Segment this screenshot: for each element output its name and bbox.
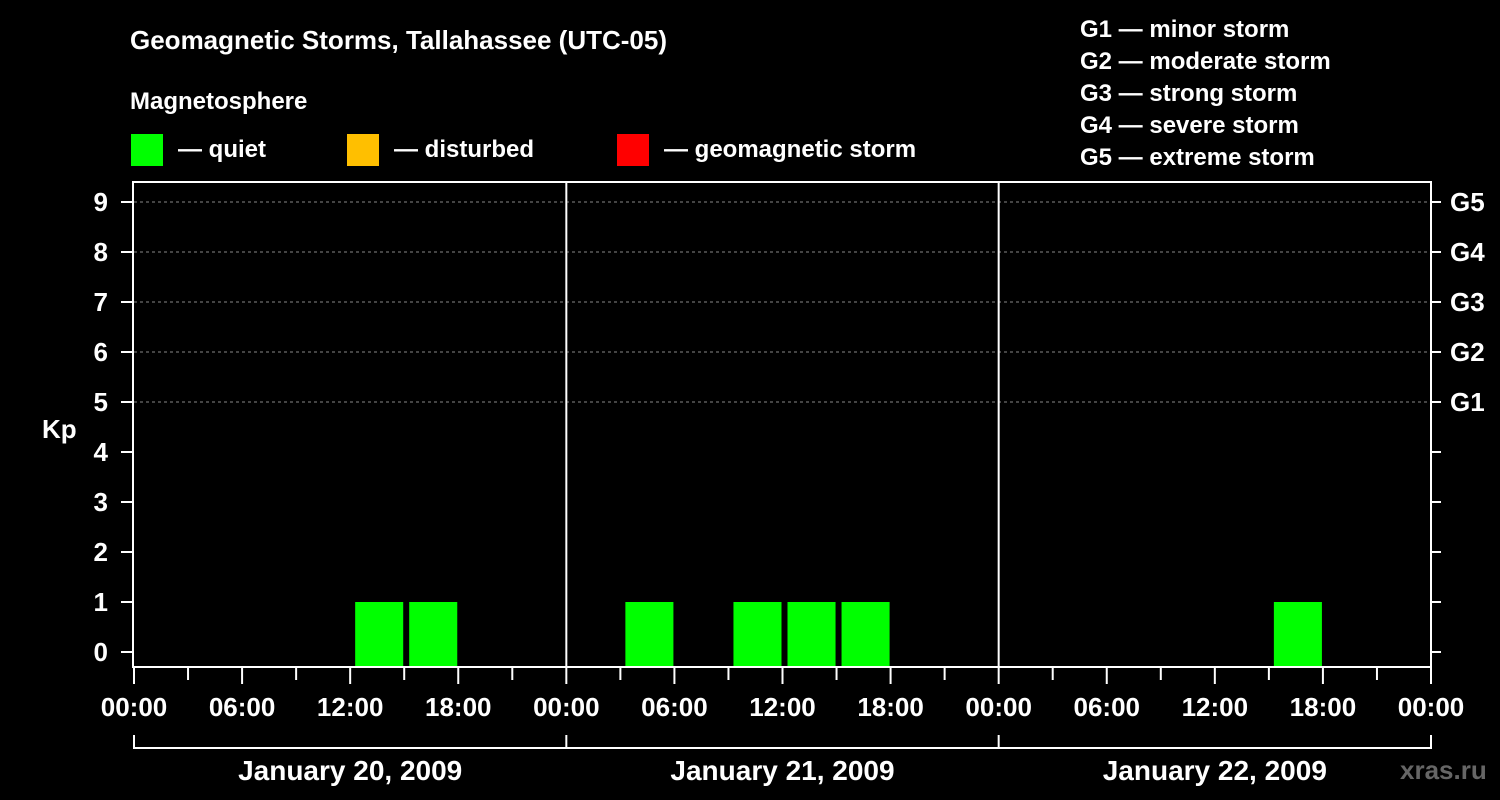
x-tick-label-6: 12:00 [749,692,816,722]
x-tick-label-12: 00:00 [1398,692,1465,722]
bar-4 [787,602,836,667]
y-tick-label-6: 6 [94,337,108,367]
y-tick-label-2: 2 [94,537,108,567]
x-tick-label-4: 00:00 [533,692,600,722]
x-tick-label-1: 06:00 [209,692,276,722]
bar-2 [625,602,674,667]
bar-6 [1273,602,1322,667]
y-tick-label-7: 7 [94,287,108,317]
storm-scale-item-g3: G3 — strong storm [1080,80,1297,107]
storm-scale-item-g1: G1 — minor storm [1080,16,1289,43]
g-level-axis: G1 G2 G3 G4 G5 [1431,187,1485,653]
legend-title: Magnetosphere [130,88,307,115]
g-label-g1: G1 [1450,387,1485,417]
day-label-0: January 20, 2009 [238,755,462,786]
y-tick-label-0: 0 [94,637,108,667]
x-tick-label-2: 12:00 [317,692,384,722]
chart-title: Geomagnetic Storms, Tallahassee (UTC-05) [130,25,667,55]
x-tick-label-11: 18:00 [1290,692,1357,722]
y-tick-label-4: 4 [94,437,109,467]
bar-5 [841,602,890,667]
x-tick-label-9: 06:00 [1074,692,1141,722]
g-label-g5: G5 [1450,187,1485,217]
y-axis: 0 1 2 3 4 5 6 7 8 9 [94,187,133,667]
legend-label-1: — disturbed [394,136,534,163]
day-label-1: January 21, 2009 [670,755,894,786]
storm-scale-item-g2: G2 — moderate storm [1080,48,1331,75]
storm-scale-item-g4: G4 — severe storm [1080,112,1299,139]
g-label-g3: G3 [1450,287,1485,317]
x-tick-label-3: 18:00 [425,692,492,722]
watermark: xras.ru [1400,755,1487,785]
legend-label-2: — geomagnetic storm [664,136,916,163]
g-label-g2: G2 [1450,337,1485,367]
y-tick-label-5: 5 [94,387,108,417]
day-brackets: January 20, 2009 January 21, 2009 January … [133,735,1432,786]
bar-0 [355,602,404,667]
x-tick-label-10: 12:00 [1182,692,1249,722]
y-axis-label: Kp [42,414,77,444]
x-tick-label-7: 18:00 [857,692,924,722]
x-tick-label-8: 00:00 [965,692,1032,722]
legend: — quiet — disturbed — geomagnetic storm [131,134,916,166]
x-tick-label-5: 06:00 [641,692,708,722]
day-label-2: January 22, 2009 [1103,755,1327,786]
x-axis: 00:00 06:00 12:00 18:00 00:00 06:00 12:00 18:00… [101,667,1465,722]
plot-frame [132,181,1432,668]
bars [355,602,1322,667]
x-tick-label-0: 00:00 [101,692,168,722]
legend-label-0: — quiet [178,136,266,163]
y-tick-label-8: 8 [94,237,108,267]
legend-swatch-2 [617,134,649,166]
bar-3 [733,602,782,667]
legend-swatch-1 [347,134,379,166]
storm-scale-legend: G1 — minor storm G2 — moderate storm G3 — … [1080,16,1331,171]
bar-1 [409,602,458,667]
grid [134,201,1430,403]
y-tick-label-1: 1 [94,587,108,617]
g-label-g4: G4 [1450,237,1485,267]
storm-scale-item-g5: G5 — extreme storm [1080,144,1315,171]
y-tick-label-9: 9 [94,187,108,217]
day-dividers [565,182,1000,667]
y-tick-label-3: 3 [94,487,108,517]
legend-swatch-0 [131,134,163,166]
